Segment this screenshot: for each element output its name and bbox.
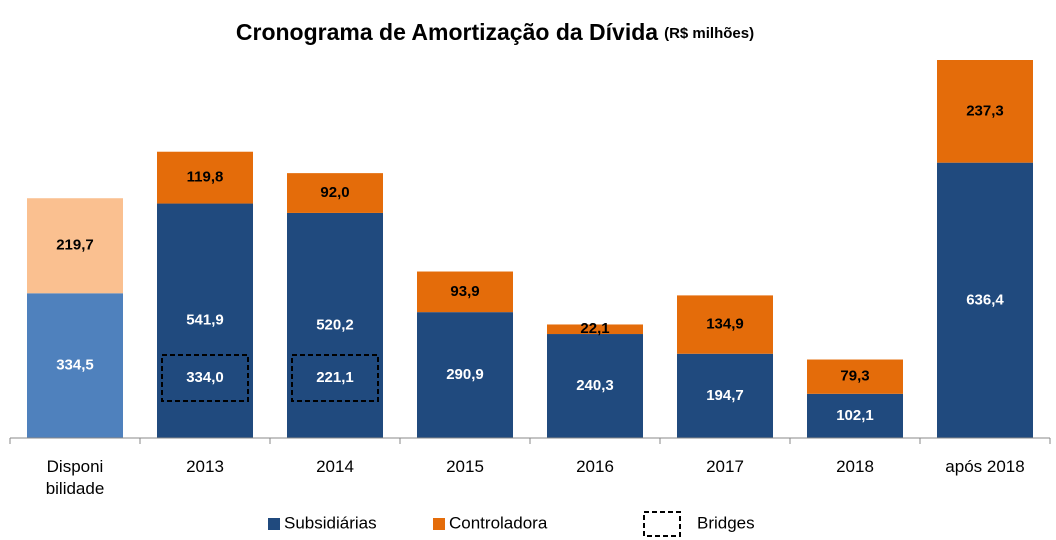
bridge-label: 221,1 <box>316 369 354 386</box>
legend-label: Controladora <box>449 513 548 532</box>
value-label: 134,9 <box>706 316 744 333</box>
x-tick-line: Disponi <box>47 457 104 476</box>
value-label: 219,7 <box>56 237 94 254</box>
x-tick-label: Disponi bilidade <box>46 457 105 498</box>
value-label: 119,8 <box>187 169 224 186</box>
bar-segment <box>937 60 1033 163</box>
x-tick-line: 2015 <box>446 457 484 476</box>
bar-segment <box>547 324 643 335</box>
legend-swatch <box>268 518 280 530</box>
legend-label: Subsidiárias <box>284 513 377 532</box>
x-tick-label: 2016 <box>576 457 614 476</box>
bar-segment <box>27 198 123 294</box>
x-tick-line: 2014 <box>316 457 354 476</box>
value-label: 194,7 <box>706 387 744 404</box>
bar-segment <box>417 271 513 313</box>
bar-segment <box>157 151 253 204</box>
x-tick-label: 2015 <box>446 457 484 476</box>
x-tick-label: 2013 <box>186 457 224 476</box>
x-tick-label: 2014 <box>316 457 354 476</box>
legend-swatch <box>433 518 445 530</box>
value-label: 237,3 <box>966 102 1004 119</box>
value-label: 93,9 <box>450 283 479 300</box>
x-tick-line: 2013 <box>186 457 224 476</box>
bar-segment <box>677 353 773 438</box>
value-label: 240,3 <box>576 377 614 394</box>
x-tick-label: após 2018 <box>945 457 1024 476</box>
x-tick-label: 2017 <box>706 457 744 476</box>
x-tick-line: 2017 <box>706 457 744 476</box>
bar-segment <box>287 212 383 438</box>
value-label: 92,0 <box>320 184 349 201</box>
bar-segment <box>417 312 513 438</box>
x-tick-label: 2018 <box>836 457 874 476</box>
title: Cronograma de Amortização da Dívida <box>236 19 658 45</box>
subtitle: (R$ milhões) <box>664 25 754 42</box>
value-label: 79,3 <box>840 368 869 385</box>
bar-segment <box>547 334 643 438</box>
bridge-box <box>291 354 379 402</box>
x-tick-line: após 2018 <box>945 457 1024 476</box>
value-label: 22,1 <box>580 320 609 337</box>
legend-label: Bridges <box>697 513 755 532</box>
bar-segment <box>27 293 123 438</box>
value-label: 541,9 <box>186 312 224 329</box>
x-tick-line: 2018 <box>836 457 874 476</box>
bar-segment <box>287 173 383 213</box>
bar-segment <box>937 162 1033 438</box>
bar-segment <box>157 203 253 438</box>
bar-segment <box>807 359 903 394</box>
bar-segment <box>677 295 773 354</box>
value-label: 290,9 <box>446 366 484 383</box>
bar-segment <box>807 393 903 438</box>
legend-swatch <box>643 511 681 537</box>
chart-title: Cronograma de Amortização da Dívida (R$ m… <box>236 19 754 45</box>
value-label: 102,1 <box>836 407 874 424</box>
bridge-label: 334,0 <box>186 369 224 386</box>
x-tick-line: bilidade <box>46 479 105 498</box>
value-label: 334,5 <box>56 357 94 374</box>
value-label: 520,2 <box>316 316 354 333</box>
value-label: 636,4 <box>966 291 1004 308</box>
x-tick-line: 2016 <box>576 457 614 476</box>
bridge-box <box>161 354 249 402</box>
